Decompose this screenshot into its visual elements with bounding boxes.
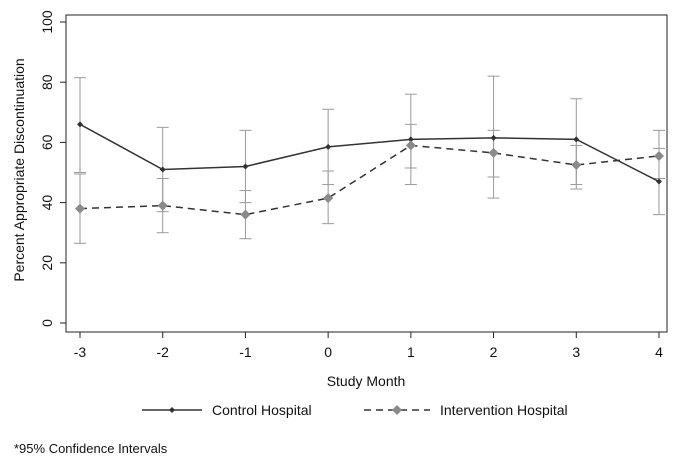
- series-1-point: [75, 203, 85, 214]
- series-layer: [74, 75, 665, 244]
- footnote: *95% Confidence Intervals: [14, 441, 168, 456]
- x-tick-label: -3: [74, 344, 87, 360]
- x-tick-label: 2: [490, 344, 498, 360]
- series-0-point: [325, 143, 332, 150]
- x-axis-title: Study Month: [327, 373, 406, 389]
- y-tick-label: 80: [39, 74, 55, 90]
- series-1-point: [654, 150, 664, 161]
- series-line-0: [79, 123, 660, 183]
- series-1-point: [571, 159, 582, 170]
- series-1-point: [405, 140, 416, 151]
- y-tick-label: 100: [39, 10, 55, 34]
- series-0-point: [77, 121, 83, 128]
- x-tick-label: 3: [572, 344, 580, 360]
- series-1-point: [240, 209, 251, 220]
- series-line-1: [79, 144, 660, 216]
- plot-frame: [65, 14, 668, 333]
- series-1-point: [488, 147, 499, 158]
- x-tick-label: 1: [407, 344, 415, 360]
- y-axis-title: Percent Appropriate Discontinuation: [11, 58, 27, 281]
- x-axis: -3 -2 -1 0 1 2 3 4: [74, 332, 663, 360]
- legend: Control Hospital Intervention Hospital: [142, 402, 568, 418]
- x-tick-label: 0: [324, 344, 332, 360]
- series-0-point: [656, 178, 662, 185]
- legend-control-marker: [169, 407, 175, 413]
- series-0-point: [242, 163, 249, 170]
- x-tick-label: -1: [239, 344, 252, 360]
- x-tick-label: 4: [655, 344, 663, 360]
- legend-control-label: Control Hospital: [212, 402, 312, 418]
- series-1-point: [323, 193, 334, 204]
- x-tick-label: -2: [156, 344, 169, 360]
- legend-intervention-marker: [392, 405, 402, 415]
- series-0-point: [159, 166, 166, 173]
- series-0-point: [490, 134, 497, 141]
- y-axis: 0 20 40 60 80 100: [39, 10, 66, 327]
- y-tick-label: 60: [39, 134, 55, 150]
- y-tick-label: 0: [39, 319, 55, 327]
- y-tick-label: 40: [39, 195, 55, 211]
- series-0-point: [407, 136, 414, 143]
- series-0-point: [573, 136, 580, 143]
- y-tick-label: 20: [39, 255, 55, 271]
- series-1-point: [157, 200, 168, 211]
- legend-intervention-label: Intervention Hospital: [440, 402, 568, 418]
